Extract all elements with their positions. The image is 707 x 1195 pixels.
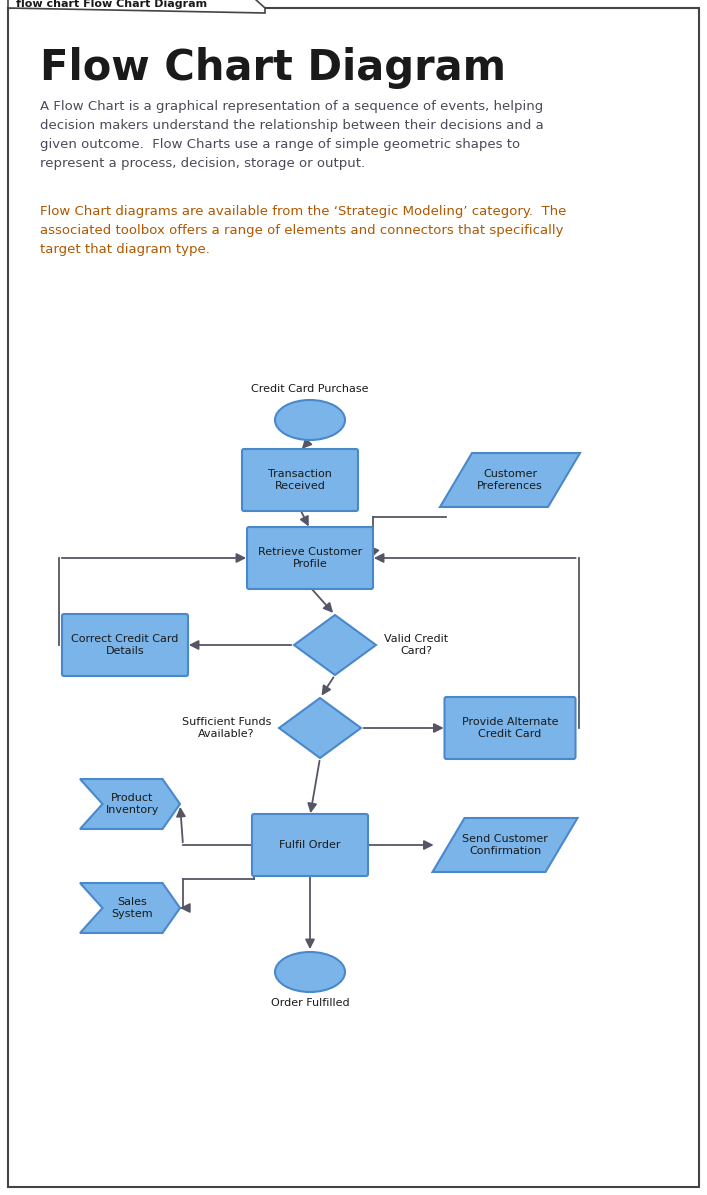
Text: Order Fulfilled: Order Fulfilled (271, 998, 349, 1009)
FancyBboxPatch shape (445, 697, 575, 759)
Text: Transaction
Received: Transaction Received (268, 468, 332, 491)
Polygon shape (294, 615, 376, 675)
Text: Credit Card Purchase: Credit Card Purchase (251, 384, 369, 394)
Text: Correct Credit Card
Details: Correct Credit Card Details (71, 633, 179, 656)
Text: Sufficient Funds
Available?: Sufficient Funds Available? (182, 717, 271, 740)
FancyBboxPatch shape (252, 814, 368, 876)
FancyBboxPatch shape (242, 449, 358, 511)
Polygon shape (279, 698, 361, 758)
Ellipse shape (275, 400, 345, 440)
Text: Provide Alternate
Credit Card: Provide Alternate Credit Card (462, 717, 559, 740)
Text: Product
Inventory: Product Inventory (105, 792, 159, 815)
Polygon shape (8, 0, 265, 13)
Polygon shape (440, 453, 580, 507)
FancyBboxPatch shape (247, 527, 373, 589)
Text: Retrieve Customer
Profile: Retrieve Customer Profile (258, 547, 362, 569)
Text: Valid Credit
Card?: Valid Credit Card? (384, 633, 448, 656)
Polygon shape (80, 883, 180, 933)
Polygon shape (433, 819, 578, 872)
Text: Send Customer
Confirmation: Send Customer Confirmation (462, 834, 548, 856)
Text: flow chart Flow Chart Diagram: flow chart Flow Chart Diagram (16, 0, 207, 10)
Text: A Flow Chart is a graphical representation of a sequence of events, helping
deci: A Flow Chart is a graphical representati… (40, 100, 544, 170)
Text: Flow Chart diagrams are available from the ‘Strategic Modeling’ category.  The
a: Flow Chart diagrams are available from t… (40, 206, 566, 256)
Polygon shape (80, 779, 180, 829)
Text: Fulfil Order: Fulfil Order (279, 840, 341, 850)
Ellipse shape (275, 952, 345, 992)
Text: Flow Chart Diagram: Flow Chart Diagram (40, 47, 506, 88)
Text: Sales
System: Sales System (112, 896, 153, 919)
Text: Customer
Preferences: Customer Preferences (477, 468, 543, 491)
FancyBboxPatch shape (62, 614, 188, 676)
